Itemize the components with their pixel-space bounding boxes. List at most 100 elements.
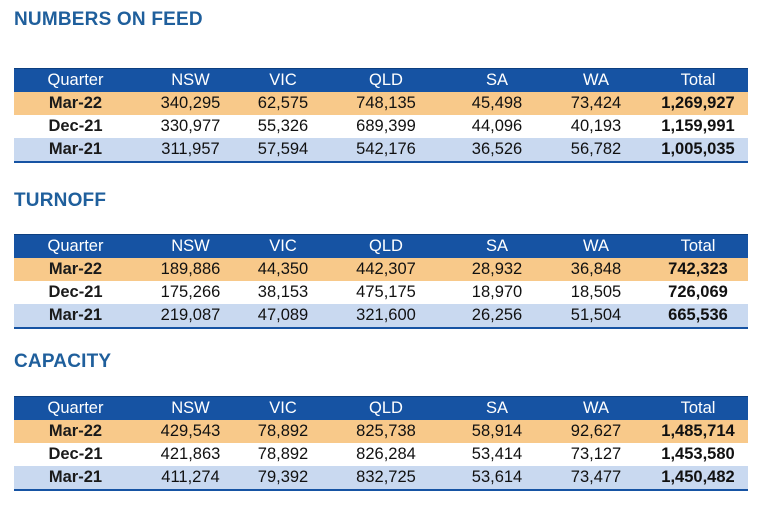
header-total: Total (648, 68, 748, 92)
quarter-cell: Dec-21 (48, 445, 103, 463)
total-cell: 1,485,714 (661, 422, 735, 440)
capacity-table: Quarter NSW VIC QLD SA WA Total Mar-22 4… (14, 396, 748, 491)
table-header-row: Quarter NSW VIC QLD SA WA Total (14, 68, 748, 92)
table-row: Dec-21 421,863 78,892 826,284 53,414 73,… (14, 443, 748, 466)
qld-cell: 442,307 (356, 260, 416, 278)
header-vic: VIC (244, 68, 322, 92)
table-row: Mar-22 340,295 62,575 748,135 45,498 73,… (14, 92, 748, 115)
total-cell: 1,005,035 (648, 138, 748, 163)
vic-cell: 38,153 (257, 283, 309, 301)
header-nsw: NSW (137, 396, 244, 420)
header-nsw: NSW (137, 68, 244, 92)
numbers-on-feed-table: Quarter NSW VIC QLD SA WA Total Mar-22 3… (14, 68, 748, 163)
header-nsw: NSW (137, 234, 244, 258)
wa-cell: 56,782 (544, 138, 648, 163)
table-row: Dec-21 330,977 55,326 689,399 44,096 40,… (14, 115, 748, 138)
capacity-title: CAPACITY (14, 351, 112, 372)
nsw-cell: 421,863 (160, 445, 221, 463)
total-cell: 742,323 (668, 260, 728, 278)
total-cell: 726,069 (668, 283, 728, 301)
sa-cell: 28,932 (471, 260, 523, 278)
nsw-cell: 429,543 (160, 422, 221, 440)
sa-cell: 26,256 (450, 304, 544, 329)
qld-cell: 826,284 (356, 445, 416, 463)
header-vic: VIC (244, 234, 322, 258)
header-vic: VIC (244, 396, 322, 420)
quarter-cell: Mar-21 (14, 138, 137, 163)
qld-cell: 825,738 (356, 422, 416, 440)
header-quarter: Quarter (14, 234, 137, 258)
quarter-cell: Mar-22 (48, 94, 103, 112)
quarter-cell: Mar-21 (14, 304, 137, 329)
total-cell: 1,269,927 (661, 94, 735, 112)
qld-cell: 689,399 (356, 117, 416, 135)
qld-cell: 748,135 (356, 94, 416, 112)
wa-cell: 18,505 (570, 283, 622, 301)
qld-cell: 475,175 (356, 283, 416, 301)
quarter-cell: Dec-21 (48, 283, 103, 301)
vic-cell: 79,392 (244, 466, 322, 491)
vic-cell: 62,575 (257, 94, 309, 112)
wa-cell: 92,627 (570, 422, 622, 440)
vic-cell: 57,594 (244, 138, 322, 163)
total-cell: 1,159,991 (661, 117, 735, 135)
header-qld: QLD (322, 396, 450, 420)
header-sa: SA (450, 234, 544, 258)
wa-cell: 40,193 (570, 117, 622, 135)
table-row: Mar-22 429,543 78,892 825,738 58,914 92,… (14, 420, 748, 443)
numbers-on-feed-title: NUMBERS ON FEED (14, 9, 203, 30)
header-sa: SA (450, 68, 544, 92)
header-qld: QLD (322, 234, 450, 258)
table-row: Dec-21 175,266 38,153 475,175 18,970 18,… (14, 281, 748, 304)
vic-cell: 78,892 (257, 422, 309, 440)
nsw-cell: 189,886 (160, 260, 221, 278)
vic-cell: 55,326 (257, 117, 309, 135)
header-qld: QLD (322, 68, 450, 92)
table-header-row: Quarter NSW VIC QLD SA WA Total (14, 396, 748, 420)
sa-cell: 18,970 (471, 283, 523, 301)
total-cell: 1,450,482 (648, 466, 748, 491)
qld-cell: 321,600 (322, 304, 450, 329)
header-wa: WA (544, 68, 648, 92)
quarter-cell: Mar-21 (14, 466, 137, 491)
header-total: Total (648, 396, 748, 420)
sa-cell: 44,096 (471, 117, 523, 135)
turnoff-table: Quarter NSW VIC QLD SA WA Total Mar-22 1… (14, 234, 748, 329)
quarter-cell: Mar-22 (48, 260, 103, 278)
nsw-cell: 175,266 (160, 283, 221, 301)
total-cell: 665,536 (648, 304, 748, 329)
nsw-cell: 411,274 (137, 466, 244, 491)
wa-cell: 73,424 (570, 94, 622, 112)
qld-cell: 542,176 (322, 138, 450, 163)
turnoff-title: TURNOFF (14, 190, 107, 211)
header-wa: WA (544, 234, 648, 258)
sa-cell: 53,414 (471, 445, 523, 463)
nsw-cell: 219,087 (137, 304, 244, 329)
header-sa: SA (450, 396, 544, 420)
sa-cell: 45,498 (471, 94, 523, 112)
wa-cell: 73,127 (570, 445, 622, 463)
vic-cell: 78,892 (257, 445, 309, 463)
wa-cell: 73,477 (544, 466, 648, 491)
sa-cell: 53,614 (450, 466, 544, 491)
header-wa: WA (544, 396, 648, 420)
table-row: Mar-21 411,274 79,392 832,725 53,614 73,… (14, 466, 748, 491)
wa-cell: 51,504 (544, 304, 648, 329)
table-header-row: Quarter NSW VIC QLD SA WA Total (14, 234, 748, 258)
vic-cell: 44,350 (257, 260, 309, 278)
nsw-cell: 330,977 (160, 117, 221, 135)
sa-cell: 36,526 (450, 138, 544, 163)
nsw-cell: 311,957 (137, 138, 244, 163)
nsw-cell: 340,295 (160, 94, 221, 112)
header-total: Total (648, 234, 748, 258)
qld-cell: 832,725 (322, 466, 450, 491)
quarter-cell: Mar-22 (48, 422, 103, 440)
table-row: Mar-22 189,886 44,350 442,307 28,932 36,… (14, 258, 748, 281)
vic-cell: 47,089 (244, 304, 322, 329)
sa-cell: 58,914 (471, 422, 523, 440)
table-row: Mar-21 311,957 57,594 542,176 36,526 56,… (14, 138, 748, 163)
wa-cell: 36,848 (570, 260, 622, 278)
quarter-cell: Dec-21 (48, 117, 103, 135)
header-quarter: Quarter (14, 68, 137, 92)
header-quarter: Quarter (14, 396, 137, 420)
